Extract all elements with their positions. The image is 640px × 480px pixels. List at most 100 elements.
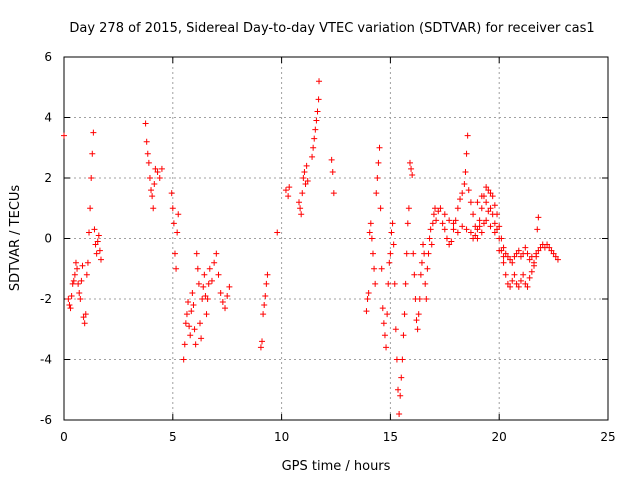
- data-point: [313, 117, 320, 124]
- data-point: [383, 344, 390, 351]
- data-point: [404, 220, 411, 227]
- data-point: [312, 126, 319, 133]
- data-point: [517, 253, 524, 260]
- data-point: [91, 226, 98, 233]
- data-point: [369, 250, 376, 257]
- data-point: [531, 262, 538, 269]
- data-point: [72, 259, 79, 266]
- data-point: [158, 165, 165, 172]
- data-point: [200, 283, 207, 290]
- y-tick-label: 2: [44, 171, 52, 185]
- data-point: [485, 187, 492, 194]
- data-point: [142, 120, 149, 127]
- data-point: [457, 196, 464, 203]
- data-point: [61, 132, 67, 139]
- x-tick-label: 0: [60, 430, 68, 444]
- data-point: [390, 241, 397, 248]
- data-point: [151, 181, 158, 188]
- data-point: [199, 296, 206, 302]
- data-point: [428, 241, 435, 248]
- data-point: [462, 168, 469, 175]
- data-point: [426, 235, 433, 242]
- data-point: [522, 280, 529, 287]
- data-point: [69, 280, 76, 287]
- data-point: [156, 175, 163, 181]
- data-point: [491, 220, 498, 227]
- data-point: [483, 217, 490, 224]
- data-point: [554, 256, 561, 263]
- data-point: [86, 229, 93, 236]
- data-point: [150, 205, 157, 212]
- data-point: [405, 205, 412, 212]
- data-point: [183, 311, 190, 318]
- data-point: [410, 250, 417, 257]
- data-point: [83, 271, 90, 278]
- data-point: [534, 226, 541, 233]
- data-points: [61, 78, 561, 417]
- data-point: [478, 205, 485, 212]
- data-point: [546, 244, 553, 251]
- data-point: [450, 220, 457, 227]
- data-point: [509, 277, 516, 284]
- data-point: [467, 199, 474, 206]
- data-point: [441, 226, 448, 233]
- data-point: [296, 199, 303, 206]
- data-point: [494, 226, 501, 233]
- data-point: [143, 138, 150, 145]
- data-point: [424, 265, 431, 272]
- data-point: [301, 168, 308, 175]
- data-point: [297, 205, 304, 212]
- data-point: [459, 223, 466, 230]
- data-point: [367, 220, 374, 227]
- data-point: [90, 129, 97, 136]
- data-point: [285, 193, 292, 200]
- data-point: [372, 280, 379, 287]
- data-point: [149, 193, 156, 200]
- data-point: [274, 229, 281, 236]
- data-point: [515, 283, 522, 290]
- data-point: [330, 190, 337, 197]
- data-point: [97, 256, 104, 263]
- data-point: [392, 326, 399, 333]
- data-point: [379, 305, 386, 312]
- data-point: [429, 220, 436, 227]
- data-point: [257, 344, 264, 351]
- data-point: [182, 320, 189, 327]
- data-point: [217, 289, 224, 296]
- data-point: [170, 220, 177, 227]
- data-point: [552, 253, 559, 260]
- data-point: [213, 250, 220, 257]
- data-point: [302, 181, 309, 188]
- data-point: [286, 184, 293, 191]
- data-point: [411, 271, 418, 278]
- data-point: [403, 250, 410, 257]
- data-point: [476, 223, 483, 230]
- data-point: [175, 211, 182, 218]
- y-tick-label: 4: [44, 111, 52, 125]
- y-tick-label: 0: [44, 232, 52, 246]
- data-point: [198, 335, 205, 342]
- data-point: [478, 229, 485, 236]
- data-point: [395, 386, 402, 393]
- x-tick-label: 20: [492, 430, 507, 444]
- data-point: [485, 208, 492, 215]
- data-point: [315, 96, 322, 103]
- data-point: [282, 187, 289, 194]
- data-point: [487, 223, 494, 230]
- data-point: [500, 244, 507, 251]
- data-point: [483, 184, 490, 191]
- y-tick-label: -6: [40, 413, 52, 427]
- data-point: [389, 220, 396, 227]
- data-point: [84, 259, 91, 266]
- data-point: [467, 229, 474, 236]
- data-point: [517, 277, 524, 284]
- data-point: [408, 165, 415, 172]
- data-point: [470, 235, 477, 242]
- data-point: [75, 280, 82, 287]
- data-point: [260, 311, 267, 318]
- data-point: [393, 356, 400, 363]
- data-point: [454, 205, 461, 212]
- data-point: [259, 338, 266, 345]
- data-point: [420, 241, 427, 248]
- data-point: [535, 214, 542, 221]
